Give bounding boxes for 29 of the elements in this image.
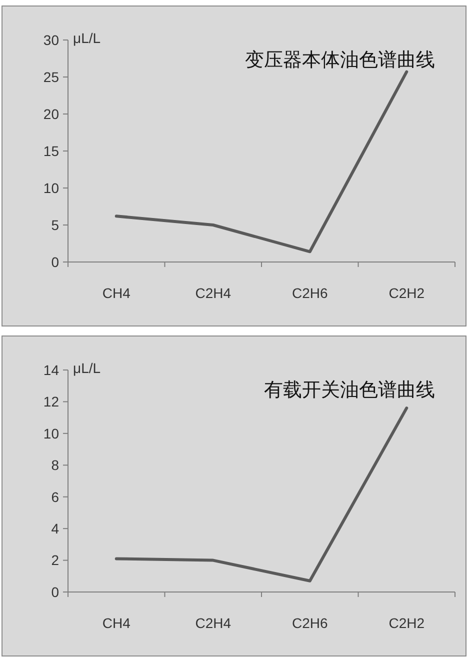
x-tick-label: CH4 (102, 285, 131, 301)
x-tick-label: C2H4 (195, 285, 232, 301)
y-tick-label: 30 (43, 32, 60, 48)
y-tick-label: 0 (51, 254, 60, 270)
x-tick-label: C2H4 (195, 615, 232, 631)
y-tick-label: 10 (43, 425, 60, 442)
y-axis-title: μL/L (73, 360, 101, 376)
y-axis-title: μL/L (73, 30, 101, 46)
y-tick-label: 12 (43, 394, 60, 410)
line-series (114, 70, 408, 254)
x-tick-label: C2H6 (292, 285, 328, 301)
text: 有载开关油色谱曲线 (264, 379, 435, 401)
y-tick-label: 25 (43, 68, 60, 85)
line-series (114, 406, 408, 582)
y-tick-label: 4 (51, 520, 60, 536)
y-tick-label: 14 (43, 362, 60, 378)
x-tick-label: CH4 (102, 615, 131, 631)
y-tick-label: 2 (51, 552, 60, 568)
y-tick-label: 20 (43, 106, 60, 122)
x-tick-label: C2H2 (388, 615, 425, 631)
y-tick-label: 10 (43, 180, 60, 196)
y-tick-label: 15 (43, 142, 60, 159)
y-tick-label: 6 (51, 488, 60, 505)
y-tick-label: 0 (51, 584, 60, 600)
y-tick-label: 5 (51, 216, 60, 233)
x-tick-label: C2H2 (388, 285, 425, 301)
y-tick-label: 8 (51, 457, 60, 474)
x-tick-label: C2H6 (292, 615, 328, 631)
text: 变压器本体油色谱曲线 (245, 49, 435, 71)
